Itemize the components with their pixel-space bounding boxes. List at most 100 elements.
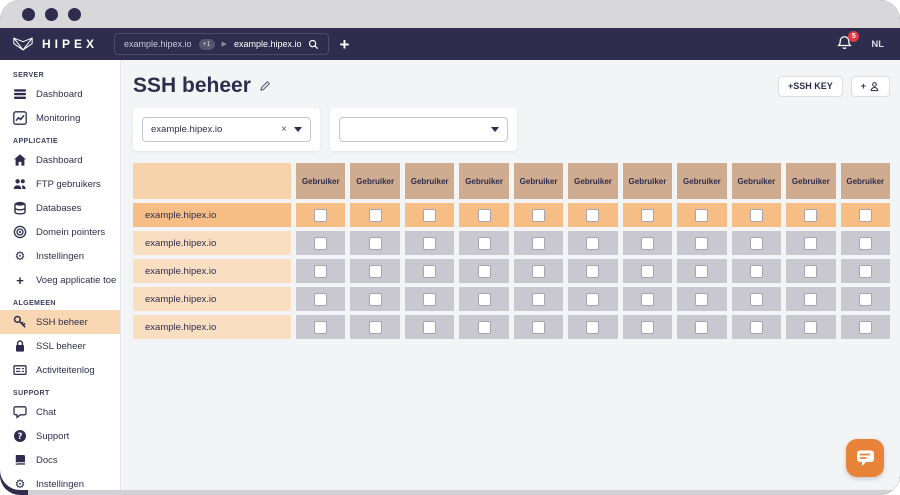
brand[interactable]: HIPEX: [12, 35, 98, 53]
sidebar-item-docs[interactable]: Docs: [0, 448, 120, 472]
access-checkbox[interactable]: [749, 292, 763, 306]
window-dot[interactable]: [45, 7, 58, 21]
access-checkbox[interactable]: [858, 264, 872, 278]
access-checkbox[interactable]: [640, 320, 654, 334]
access-checkbox[interactable]: [532, 208, 546, 222]
access-checkbox[interactable]: [749, 320, 763, 334]
add-ssh-key-label: +SSH KEY: [787, 81, 833, 91]
add-ssh-key-button[interactable]: +SSH KEY: [777, 75, 843, 97]
sidebar-item-ssh-beheer[interactable]: SSH beheer: [0, 310, 120, 334]
access-checkbox[interactable]: [695, 320, 709, 334]
table-row-label: example.hipex.io: [133, 259, 291, 283]
access-checkbox[interactable]: [532, 292, 546, 306]
breadcrumb-active-site[interactable]: example.hipex.io: [233, 39, 302, 49]
access-checkbox[interactable]: [858, 208, 872, 222]
access-checkbox[interactable]: [804, 264, 818, 278]
sidebar-item-instellingen[interactable]: ⚙ Instellingen: [0, 244, 120, 268]
table-header-gebruiker: Gebruiker: [459, 163, 509, 199]
access-checkbox[interactable]: [477, 208, 491, 222]
access-checkbox[interactable]: [586, 236, 600, 250]
notifications-button[interactable]: 5: [837, 31, 860, 53]
sidebar-item-dashboard[interactable]: Dashboard: [0, 148, 120, 172]
language-selector[interactable]: NL: [871, 38, 884, 50]
access-checkbox[interactable]: [423, 320, 437, 334]
access-checkbox[interactable]: [695, 264, 709, 278]
access-checkbox[interactable]: [804, 208, 818, 222]
sidebar-item-activiteitenlog[interactable]: Activiteitenlog: [0, 358, 120, 382]
window-dot[interactable]: [22, 7, 35, 21]
access-checkbox[interactable]: [640, 208, 654, 222]
window-dot[interactable]: [68, 7, 81, 21]
access-checkbox[interactable]: [749, 264, 763, 278]
access-checkbox[interactable]: [477, 236, 491, 250]
sidebar-item-support[interactable]: ? Support: [0, 424, 120, 448]
chat-launcher-button[interactable]: [846, 439, 884, 477]
access-checkbox[interactable]: [532, 320, 546, 334]
access-checkbox[interactable]: [640, 264, 654, 278]
access-checkbox[interactable]: [749, 236, 763, 250]
access-checkbox[interactable]: [423, 236, 437, 250]
access-checkbox[interactable]: [695, 208, 709, 222]
access-checkbox[interactable]: [695, 236, 709, 250]
sidebar: SERVER Dashboard Monitoring APPLICATIE Dashb…: [0, 60, 121, 490]
access-checkbox[interactable]: [586, 208, 600, 222]
access-checkbox[interactable]: [804, 292, 818, 306]
sidebar-item-label: Voeg applicatie toe: [36, 274, 117, 286]
site-breadcrumb-tab[interactable]: example.hipex.io +1 ▶ example.hipex.io: [114, 33, 330, 55]
book-icon: [13, 453, 27, 467]
sidebar-item-voeg-applicatie-toe[interactable]: + Voeg applicatie toe: [0, 268, 120, 292]
access-checkbox[interactable]: [477, 292, 491, 306]
table-checkbox-cell: [731, 315, 782, 339]
access-checkbox[interactable]: [368, 292, 382, 306]
access-checkbox[interactable]: [368, 236, 382, 250]
access-checkbox[interactable]: [586, 320, 600, 334]
access-checkbox[interactable]: [804, 320, 818, 334]
application-select[interactable]: example.hipex.io ×: [142, 117, 311, 142]
sidebar-item-monitoring[interactable]: Monitoring: [0, 106, 120, 130]
sidebar-item-label: Docs: [36, 454, 58, 466]
access-checkbox[interactable]: [368, 208, 382, 222]
access-checkbox[interactable]: [368, 320, 382, 334]
add-user-button[interactable]: +: [850, 75, 890, 97]
access-checkbox[interactable]: [640, 292, 654, 306]
access-checkbox[interactable]: [858, 292, 872, 306]
access-checkbox[interactable]: [532, 236, 546, 250]
access-checkbox[interactable]: [804, 236, 818, 250]
access-checkbox[interactable]: [858, 320, 872, 334]
access-checkbox[interactable]: [314, 320, 328, 334]
access-checkbox[interactable]: [423, 292, 437, 306]
sidebar-item-ftp-gebruikers[interactable]: FTP gebruikers: [0, 172, 120, 196]
access-checkbox[interactable]: [858, 236, 872, 250]
access-checkbox[interactable]: [368, 264, 382, 278]
access-checkbox[interactable]: [314, 236, 328, 250]
clear-selection-icon[interactable]: ×: [281, 124, 287, 135]
sidebar-item-databases[interactable]: Databases: [0, 196, 120, 220]
access-checkbox[interactable]: [314, 292, 328, 306]
access-checkbox[interactable]: [423, 264, 437, 278]
sidebar-item-chat[interactable]: Chat: [0, 400, 120, 424]
access-checkbox[interactable]: [314, 264, 328, 278]
table-checkbox-cell: [622, 231, 673, 255]
sidebar-item-instellingen[interactable]: ⚙ Instellingen: [0, 472, 120, 490]
access-checkbox[interactable]: [640, 236, 654, 250]
access-checkbox[interactable]: [695, 292, 709, 306]
key-select[interactable]: [339, 117, 508, 142]
access-checkbox[interactable]: [586, 292, 600, 306]
access-checkbox[interactable]: [477, 264, 491, 278]
access-checkbox[interactable]: [749, 208, 763, 222]
add-tab-icon[interactable]: +: [339, 34, 350, 54]
access-checkbox[interactable]: [423, 208, 437, 222]
access-checkbox[interactable]: [314, 208, 328, 222]
breadcrumb-site[interactable]: example.hipex.io: [124, 39, 192, 49]
sidebar-item-domein-pointers[interactable]: Domein pointers: [0, 220, 120, 244]
access-checkbox[interactable]: [532, 264, 546, 278]
plus-icon: +: [16, 272, 24, 288]
table-checkbox-cell: [568, 203, 618, 227]
search-icon[interactable]: [308, 39, 319, 50]
sidebar-item-dashboard[interactable]: Dashboard: [0, 82, 120, 106]
sidebar-item-ssl-beheer[interactable]: SSL beheer: [0, 334, 120, 358]
access-checkbox[interactable]: [586, 264, 600, 278]
access-checkbox[interactable]: [477, 320, 491, 334]
sidebar-item-label: FTP gebruikers: [36, 178, 101, 190]
pencil-icon[interactable]: [259, 80, 271, 92]
